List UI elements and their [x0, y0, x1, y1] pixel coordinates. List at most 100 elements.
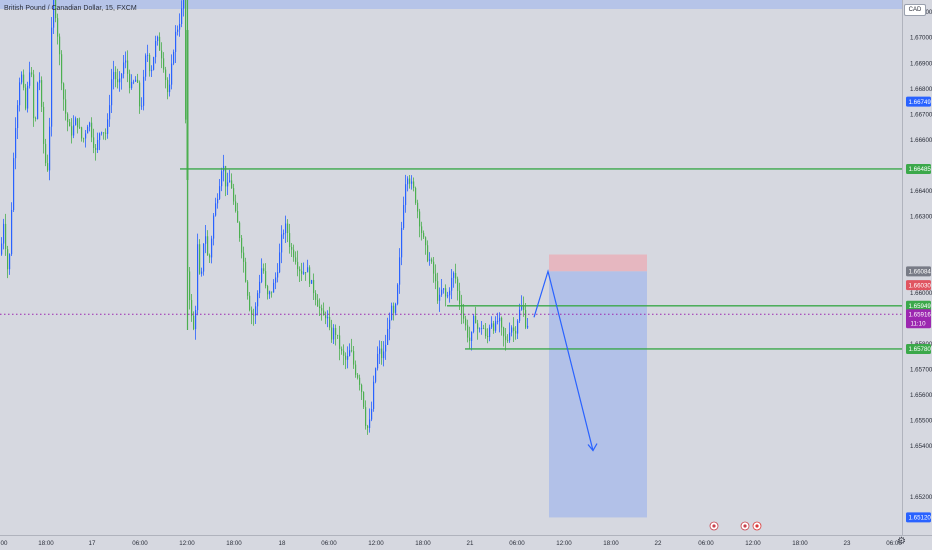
chart-title: British Pound / Canadian Dollar, 15, FXC… [4, 5, 137, 12]
candle-body [423, 232, 425, 238]
candle [469, 326, 471, 350]
candle-body [487, 336, 489, 338]
candle [145, 53, 147, 81]
candle [357, 372, 359, 380]
candle-body [247, 281, 249, 296]
candle [419, 208, 421, 238]
candle [345, 352, 347, 370]
candle [27, 81, 29, 113]
candle-body [463, 313, 465, 319]
candle [1, 237, 3, 256]
candle-body [25, 87, 27, 109]
candle-body [483, 328, 485, 329]
candle-body [439, 294, 441, 301]
candle-body [195, 310, 197, 330]
level-badge [906, 163, 931, 174]
candle [365, 400, 367, 430]
candle-body [97, 139, 99, 150]
candle-body [327, 316, 329, 319]
candle [87, 124, 89, 134]
candle-body [129, 73, 131, 89]
candle-body [161, 50, 163, 59]
last-price-badge-label: 1.66749 [909, 99, 932, 106]
time-tick-label: 18:00 [38, 540, 54, 547]
candle-body [415, 187, 417, 203]
candle-body [491, 323, 493, 328]
candle-body [199, 244, 201, 274]
candle-body [525, 309, 527, 328]
candle [79, 117, 81, 129]
candle [489, 324, 491, 342]
level-badge [906, 300, 931, 311]
candle-body [177, 29, 179, 32]
candle-body [221, 171, 223, 187]
candle-body [173, 51, 175, 64]
candle-body [137, 79, 139, 83]
candle-body [435, 273, 437, 282]
candle [233, 183, 235, 205]
candle-body [313, 280, 315, 294]
candle [203, 243, 205, 276]
candle [235, 194, 237, 213]
time-tick-label: 12:00 [368, 540, 384, 547]
time-tick-label: 06:00 [886, 540, 902, 547]
level-badge [906, 343, 931, 354]
candle-body [41, 80, 43, 107]
candle-body [377, 353, 379, 369]
candle [353, 346, 355, 369]
candle-body [15, 128, 17, 159]
candle-body [445, 288, 447, 297]
candle [313, 273, 315, 301]
candle [405, 174, 407, 213]
candle [335, 324, 337, 346]
candle [175, 25, 177, 64]
candle [447, 291, 449, 299]
candle-body [341, 348, 343, 351]
candle [317, 294, 319, 307]
candle-body [375, 368, 377, 382]
candle-body [373, 381, 375, 409]
candle [329, 306, 331, 331]
candle-body [355, 364, 357, 375]
candle [453, 271, 455, 288]
candle-body [133, 81, 135, 83]
currency-badge[interactable]: CAD [904, 4, 926, 16]
candle [425, 236, 427, 255]
candle-body [81, 127, 83, 139]
candle-body [59, 36, 61, 55]
candle [477, 319, 479, 340]
candle [451, 269, 453, 300]
candle-body [497, 321, 499, 322]
candle [355, 360, 357, 378]
candle [299, 266, 301, 283]
candle-body [101, 132, 103, 134]
candle-body [207, 236, 209, 256]
candle-body [1, 243, 3, 255]
candle [115, 66, 117, 88]
candle-body [171, 63, 173, 85]
candle-body [289, 233, 291, 248]
candle-body [249, 295, 251, 311]
candle-body [85, 133, 87, 139]
candle-body [225, 165, 227, 187]
candle-body [109, 105, 111, 120]
price-tick-label: 1.66800 [910, 86, 932, 93]
candle-body [79, 127, 81, 129]
candle [481, 321, 483, 335]
candle-body [359, 377, 361, 385]
candle [161, 42, 163, 69]
candle [43, 101, 45, 154]
candle [455, 263, 457, 284]
time-tick-label: 12:00 [556, 540, 572, 547]
level-badge-label: 1.65780 [909, 346, 932, 353]
candle-body [3, 223, 5, 244]
candle-body [121, 73, 123, 79]
candle-body [51, 27, 53, 127]
candle-body [185, 0, 187, 120]
gear-icon[interactable]: ⚙ [897, 536, 906, 547]
candle [463, 304, 465, 324]
candle [227, 172, 229, 196]
candle-body [407, 178, 409, 185]
